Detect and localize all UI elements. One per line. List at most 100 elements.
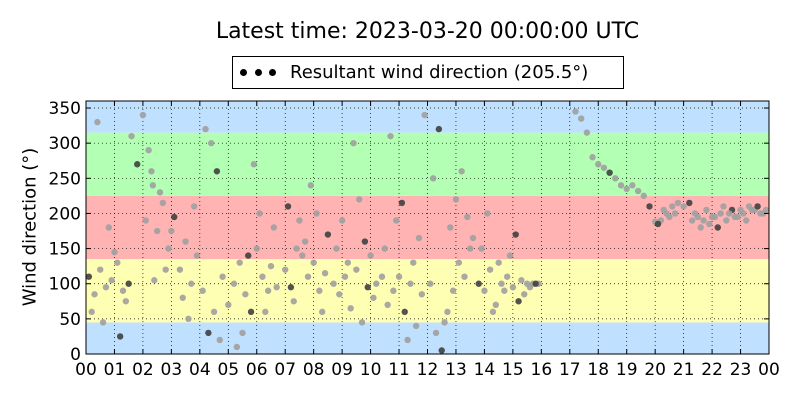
data-point <box>307 182 315 189</box>
data-point <box>461 273 468 280</box>
x-tick-label: 00 <box>758 360 780 380</box>
x-tick-label: 09 <box>331 360 353 380</box>
x-tick-label: 20 <box>644 360 666 380</box>
data-point <box>282 266 289 273</box>
x-tick-label: 00 <box>75 360 97 380</box>
data-point <box>162 266 169 273</box>
x-tick-label: 18 <box>587 360 609 380</box>
data-point <box>481 287 488 294</box>
data-point <box>264 287 272 294</box>
data-point <box>464 213 471 221</box>
data-point <box>521 291 528 298</box>
data-point <box>760 210 767 217</box>
data-point <box>748 206 756 214</box>
data-point <box>185 315 192 323</box>
data-point <box>145 146 152 154</box>
data-point <box>395 273 403 280</box>
data-point <box>330 280 337 287</box>
data-point <box>313 210 320 217</box>
data-point <box>438 347 445 354</box>
data-point <box>452 196 460 203</box>
data-point <box>94 118 101 126</box>
data-point <box>495 259 502 266</box>
data-point <box>253 245 260 252</box>
data-point <box>239 329 246 337</box>
data-point <box>205 329 212 337</box>
x-tick-label: 23 <box>730 360 752 380</box>
x-tick-label: 15 <box>502 360 524 380</box>
data-point <box>193 252 201 259</box>
data-point <box>336 291 343 298</box>
data-point <box>299 252 306 259</box>
x-tick-label: 17 <box>559 360 581 380</box>
data-point <box>509 284 517 291</box>
direction-band <box>86 259 769 323</box>
x-tick-label: 04 <box>189 360 211 380</box>
data-point <box>225 301 232 309</box>
data-point <box>612 175 619 182</box>
x-tick-label: 08 <box>303 360 325 380</box>
data-point <box>304 273 312 280</box>
legend-dot <box>269 69 276 76</box>
direction-band <box>86 322 769 354</box>
data-point <box>287 284 295 291</box>
data-point <box>731 213 739 221</box>
data-point <box>737 206 744 214</box>
data-point <box>381 245 389 252</box>
data-point <box>267 262 275 270</box>
data-points <box>85 108 770 354</box>
x-tick-label: 03 <box>161 360 183 380</box>
data-point <box>230 280 238 287</box>
data-point <box>364 284 371 291</box>
x-tick-label: 02 <box>132 360 154 380</box>
data-point <box>290 298 297 305</box>
data-point <box>660 206 667 214</box>
data-point <box>708 213 716 221</box>
x-tick-label: 16 <box>531 360 553 380</box>
data-point <box>168 227 175 235</box>
data-point <box>429 175 437 182</box>
x-tick-label: 13 <box>445 360 467 380</box>
data-point <box>669 203 676 210</box>
data-point <box>171 213 178 221</box>
data-point <box>384 301 391 309</box>
data-point <box>526 284 534 291</box>
data-point <box>247 308 255 316</box>
data-point <box>213 168 221 175</box>
x-tick-label: 01 <box>104 360 126 380</box>
data-point <box>333 245 340 252</box>
data-point <box>449 287 457 294</box>
legend-dot <box>254 69 262 76</box>
data-point <box>654 220 662 228</box>
data-point <box>458 168 465 175</box>
data-point <box>754 203 761 210</box>
data-point <box>600 164 608 171</box>
data-point <box>149 182 157 189</box>
data-point <box>99 319 107 326</box>
data-point <box>116 333 124 340</box>
data-point <box>273 284 280 291</box>
direction-band <box>86 195 769 260</box>
data-point <box>498 280 505 287</box>
data-point <box>646 203 653 210</box>
data-point <box>361 238 369 245</box>
data-point <box>725 210 733 217</box>
data-point <box>410 259 417 266</box>
data-point <box>301 238 309 245</box>
legend-marker <box>240 69 276 76</box>
data-point <box>319 308 326 316</box>
data-point <box>714 224 721 231</box>
data-point <box>262 308 269 316</box>
data-point <box>688 217 696 224</box>
data-point <box>210 308 218 316</box>
data-point <box>401 308 408 316</box>
data-point <box>128 132 135 140</box>
data-point <box>350 139 357 147</box>
data-point <box>156 189 164 196</box>
data-point <box>256 210 263 217</box>
data-point <box>583 129 591 136</box>
data-point <box>85 273 93 280</box>
data-point <box>179 294 186 301</box>
data-point <box>347 305 354 312</box>
data-point <box>444 308 451 316</box>
